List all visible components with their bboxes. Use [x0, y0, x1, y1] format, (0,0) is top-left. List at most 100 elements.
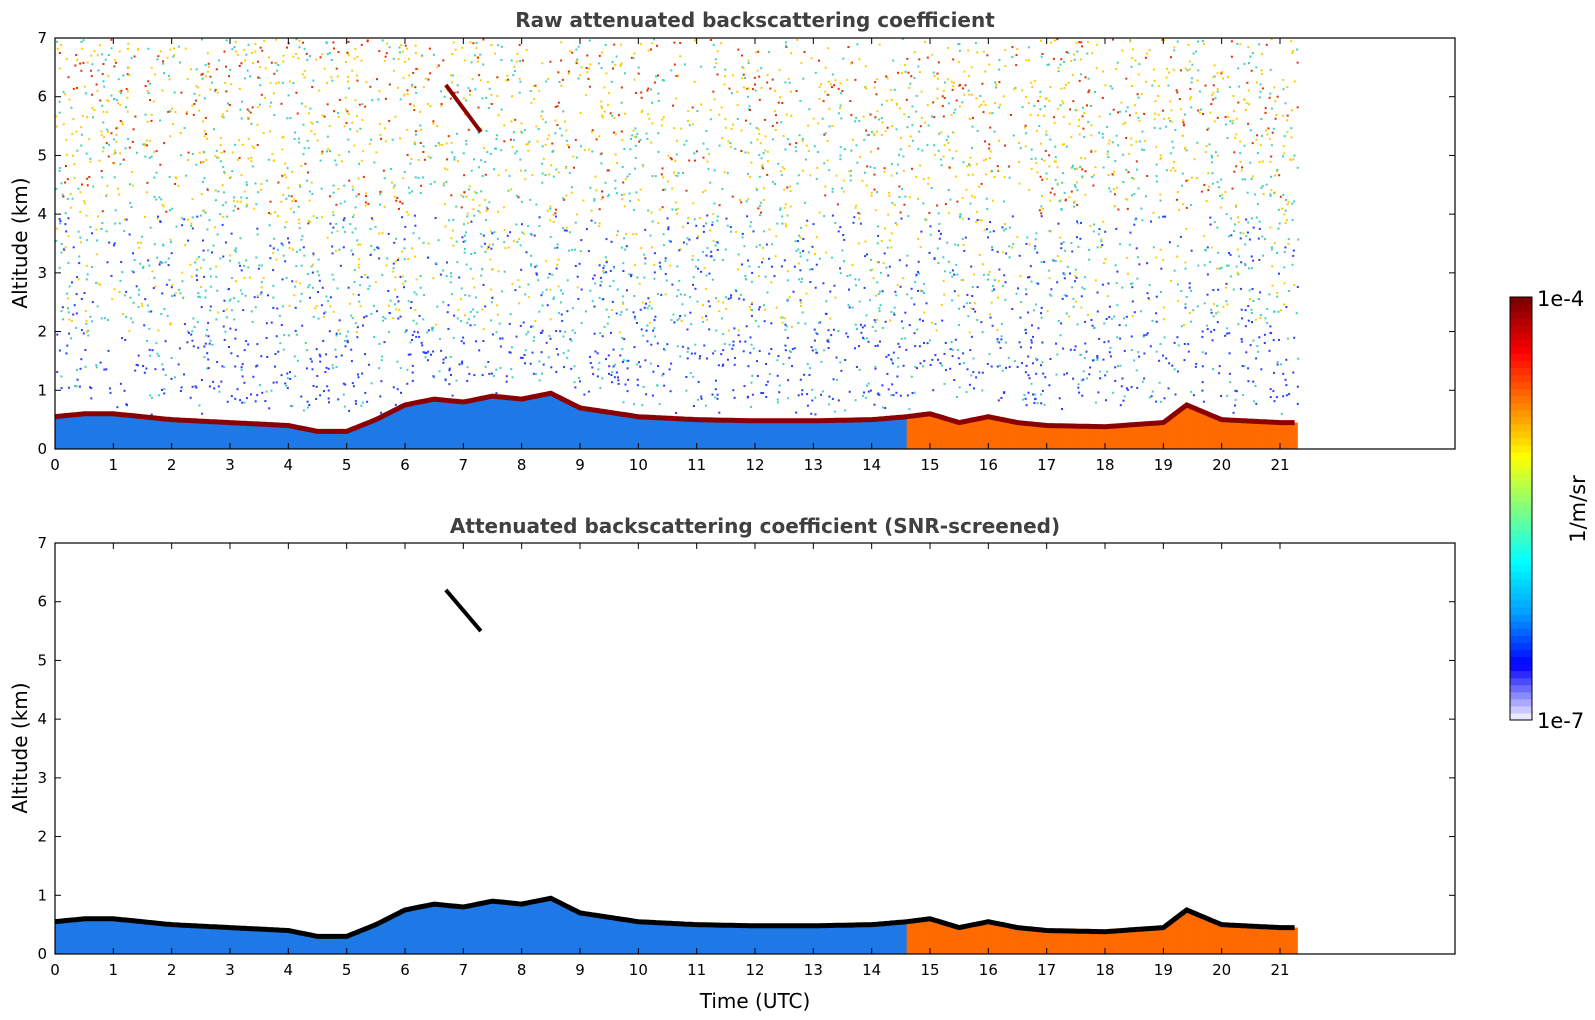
noise-speck [157, 355, 160, 357]
noise-speck [636, 378, 639, 381]
noise-speck [1259, 90, 1262, 93]
noise-speck [955, 150, 958, 153]
noise-speck [381, 232, 384, 235]
noise-speck [987, 273, 990, 276]
noise-speck [1084, 342, 1087, 345]
noise-speck [686, 350, 689, 353]
noise-speck [327, 389, 330, 392]
noise-speck [1276, 168, 1279, 171]
noise-speck [575, 213, 578, 216]
noise-speck [416, 67, 419, 70]
noise-speck [546, 209, 549, 212]
noise-speck [403, 247, 406, 250]
noise-speck [276, 307, 279, 310]
noise-speck [664, 257, 667, 260]
noise-speck [808, 374, 811, 376]
noise-speck [910, 287, 913, 290]
noise-speck [1041, 341, 1044, 344]
noise-speck [138, 288, 141, 291]
noise-speck [284, 382, 287, 385]
noise-speck [1194, 365, 1197, 368]
noise-speck [252, 62, 254, 64]
noise-speck [795, 142, 798, 145]
noise-speck [170, 286, 173, 289]
noise-speck [162, 368, 165, 371]
noise-speck [775, 235, 778, 238]
noise-speck [727, 329, 730, 332]
noise-speck [938, 222, 941, 225]
noise-speck [849, 179, 852, 182]
noise-speckles [55, 38, 1300, 416]
noise-speck [1230, 217, 1233, 220]
noise-speck [711, 393, 714, 396]
noise-speck [917, 270, 919, 273]
noise-speck [1040, 306, 1043, 309]
noise-speck [799, 236, 802, 239]
noise-speck [316, 270, 319, 273]
noise-speck [282, 254, 285, 257]
noise-speck [922, 202, 925, 205]
noise-speck [89, 315, 92, 318]
noise-speck [978, 105, 981, 108]
noise-speck [1121, 286, 1124, 289]
noise-speck [920, 116, 923, 119]
noise-speck [784, 344, 787, 347]
noise-speck [777, 101, 780, 104]
noise-speck [405, 329, 408, 332]
noise-speck [904, 337, 907, 340]
noise-speck [65, 58, 68, 60]
noise-speck [902, 155, 905, 158]
noise-speck [1179, 69, 1182, 72]
noise-speck [715, 329, 718, 332]
noise-speck [748, 265, 751, 268]
noise-speck [663, 349, 666, 352]
noise-speck [388, 331, 390, 334]
noise-speck [518, 238, 521, 240]
noise-speck [1012, 134, 1015, 137]
noise-speck [843, 260, 845, 263]
noise-speck [766, 160, 769, 163]
noise-speck [1026, 236, 1029, 239]
noise-speck [1216, 267, 1219, 270]
noise-speck [216, 361, 219, 363]
noise-speck [102, 146, 105, 149]
noise-speck [529, 232, 532, 235]
noise-speck [844, 359, 847, 361]
noise-speck [485, 219, 487, 222]
noise-speck [807, 251, 810, 254]
noise-speck [750, 314, 753, 317]
noise-speck [876, 261, 879, 264]
noise-speck [1242, 393, 1245, 396]
noise-speck [329, 222, 332, 225]
noise-speck [419, 192, 422, 194]
layer-strip [75, 414, 79, 449]
noise-speck [834, 296, 837, 299]
noise-speck [610, 240, 613, 243]
noise-speck [697, 235, 699, 238]
noise-speck [163, 392, 166, 395]
noise-speck [781, 316, 784, 319]
noise-speck [1121, 377, 1124, 380]
noise-speck [722, 301, 725, 304]
noise-speck [621, 198, 624, 201]
noise-speck [1027, 355, 1030, 358]
layer-strip [81, 414, 85, 449]
noise-speck [1158, 359, 1161, 362]
noise-speck [1040, 316, 1043, 319]
noise-speck [705, 222, 707, 225]
noise-speck [542, 157, 545, 160]
noise-speck [107, 99, 110, 102]
noise-speck [313, 133, 316, 136]
noise-speck [831, 73, 834, 76]
noise-speck [556, 263, 559, 266]
noise-speck [1039, 108, 1042, 111]
noise-speck [174, 176, 177, 179]
noise-speck [84, 310, 87, 312]
noise-speck [300, 395, 303, 398]
noise-speck [902, 169, 905, 172]
noise-speck [1023, 394, 1026, 396]
noise-speck [1286, 86, 1289, 89]
noise-speck [256, 294, 259, 297]
noise-speck [60, 251, 63, 254]
noise-speck [325, 82, 328, 84]
